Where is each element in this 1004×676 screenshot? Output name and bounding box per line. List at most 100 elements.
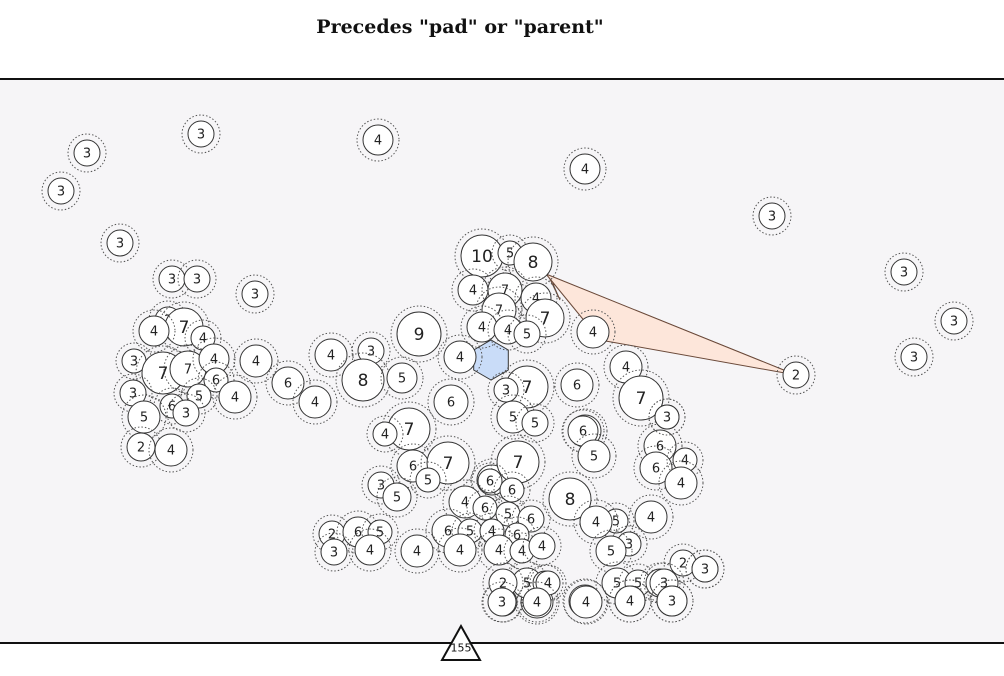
node-circle [138,315,170,347]
bubble-node[interactable]: 4 [573,499,619,545]
node-label: 4 [681,454,689,469]
bubble-node[interactable]: 5 [409,461,447,499]
node-halo [628,494,674,540]
bubble-node[interactable]: 3 [650,579,694,623]
node-label: 3 [130,355,138,370]
node-halo [515,403,555,443]
bubble-node[interactable]: 8 [542,471,598,527]
node-halo [437,334,483,380]
bubble-node[interactable]: 4 [148,427,194,473]
node-label: 4 [167,444,175,459]
node-label: 7 [540,309,551,329]
node-label: 7 [158,364,169,384]
node-label: 3 [498,596,506,611]
bubble-node[interactable]: 6 [493,471,531,509]
bubble-node[interactable]: 3 [177,259,217,299]
node-label: 6 [409,460,417,475]
node-halo [181,114,221,154]
bubble-node[interactable]: 8 [335,352,391,408]
bubble-node[interactable]: 3 [41,171,81,211]
bubble-node[interactable]: 4 [658,460,704,506]
bubble-node[interactable]: 3 [314,532,354,572]
bubble-node[interactable]: 4 [192,337,236,381]
bubble-node[interactable]: 4 [132,309,176,353]
bubble-node[interactable]: 3 [181,114,221,154]
bubble-node[interactable]: 3 [481,581,523,623]
node-halo [394,528,440,574]
bubble-node[interactable]: 3 [115,342,153,380]
node-halo [563,147,607,191]
node-label: 2 [328,528,336,543]
bubble-node[interactable]: 4 [348,528,392,572]
bubble-node[interactable]: 6 [427,378,475,426]
bubble-node[interactable]: 4 [570,309,616,355]
node-label: 4 [504,324,512,339]
bubble-node[interactable]: 4 [628,494,674,540]
node-label: 3 [83,147,91,162]
bubble-node[interactable]: 4 [292,379,338,425]
node-halo [776,355,816,395]
bubble-node[interactable]: 4 [666,441,704,479]
node-label: 6 [652,462,660,477]
bubble-node[interactable]: 4 [522,526,562,566]
node-circle [298,385,332,419]
node-circle [472,495,498,521]
bubble-node[interactable]: 3 [884,252,924,292]
node-circle [241,280,269,308]
node-circle [400,534,434,568]
bubble-node[interactable]: 5 [589,529,633,573]
node-halo [884,252,924,292]
node-halo [351,331,391,371]
bubble-node[interactable]: 4 [366,415,404,453]
bubble-node[interactable]: 4 [233,338,279,384]
node-circle [890,258,918,286]
bubble-node[interactable]: 5 [515,403,555,443]
node-label: 3 [251,288,259,303]
bubble-node[interactable]: 4 [356,118,400,162]
bubble-node[interactable]: 5 [507,314,547,354]
bubble-node[interactable]: 6 [554,362,600,408]
node-label: 5 [376,526,384,541]
bubble-node[interactable]: 5 [571,433,617,479]
bubble-node[interactable]: 5 [376,476,418,518]
bubble-node[interactable]: 9 [390,305,448,363]
bubble-node[interactable]: 7 [163,344,213,394]
bubble-node[interactable]: 4 [437,527,483,573]
node-circle [521,409,549,437]
bubble-node[interactable]: 4 [394,528,440,574]
bubble-node[interactable]: 2 [776,355,816,395]
bubble-node[interactable]: 7 [612,369,670,427]
bubble-node[interactable]: 4 [563,579,609,625]
bubble-node[interactable]: 5 [380,356,424,400]
bubble-node[interactable]: 3 [67,133,107,173]
bubble-node[interactable]: 3 [100,223,140,263]
bubble-node[interactable]: 4 [437,334,483,380]
bubble-node[interactable]: 3 [752,196,792,236]
bubble-node[interactable]: 4 [608,579,652,623]
selected-hexagon[interactable] [473,339,509,381]
bubble-node[interactable]: 4 [516,581,558,623]
bubble-node[interactable]: 3 [648,398,686,436]
bubble-node[interactable]: 3 [685,549,725,589]
node-circle [415,467,441,493]
bubble-node[interactable]: 5 [121,394,167,440]
node-halo [542,471,598,527]
bubble-node[interactable]: 3 [934,301,974,341]
bubble-node[interactable]: 3 [235,274,275,314]
node-circle [656,585,688,617]
node-label: 3 [625,538,633,553]
bubble-node[interactable]: 6 [197,361,235,399]
bubble-node[interactable]: 4 [212,374,258,420]
node-halo [409,461,447,499]
node-label: 2 [792,369,800,384]
node-label: 5 [607,545,615,560]
node-circle [569,585,603,619]
bubble-node[interactable]: 4 [563,147,607,191]
bubble-node[interactable]: 4 [460,305,504,349]
node-circle [522,587,552,617]
bubble-node[interactable]: 3 [487,371,525,409]
bubble-node[interactable]: 3 [894,337,934,377]
node-label: 4 [413,545,421,560]
bubble-node[interactable]: 3 [166,393,206,433]
